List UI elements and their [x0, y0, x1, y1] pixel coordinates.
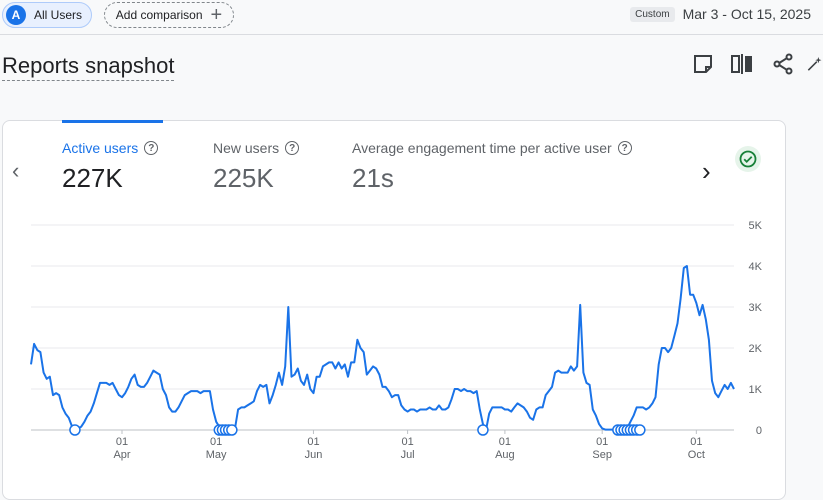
- segment-chip-all-users[interactable]: A All Users: [2, 2, 92, 28]
- y-tick-label: 2K: [749, 343, 763, 355]
- x-tick-day: 01: [401, 436, 413, 448]
- y-tick-label: 3K: [749, 302, 763, 314]
- add-comparison-label: Add comparison: [115, 8, 203, 22]
- data-point-marker: [634, 424, 646, 436]
- metric-label: Active users: [62, 140, 139, 156]
- active-users-line-chart: 5K4K3K2K1K001Apr01May01Jun01Jul01Aug01Se…: [30, 220, 763, 461]
- y-tick-label: 5K: [749, 220, 763, 232]
- data-point-marker: [226, 424, 238, 436]
- help-icon[interactable]: ?: [144, 141, 159, 155]
- x-tick-month: Oct: [688, 449, 705, 461]
- metric-tab-new-users[interactable]: New users? 225K: [213, 140, 300, 194]
- help-icon[interactable]: ?: [617, 141, 632, 155]
- x-tick-day: 01: [210, 436, 222, 448]
- metric-tab-active-users[interactable]: Active users? 227K: [62, 140, 159, 194]
- help-icon[interactable]: ?: [285, 141, 300, 155]
- segment-avatar: A: [6, 5, 26, 25]
- page-title[interactable]: Reports snapshot: [2, 53, 175, 81]
- x-tick-day: 01: [596, 436, 608, 448]
- y-tick-label: 4K: [749, 261, 763, 273]
- x-tick-day: 01: [116, 436, 128, 448]
- x-tick-day: 01: [499, 436, 511, 448]
- x-tick-month: Apr: [113, 449, 130, 461]
- top-bar: A All Users Add comparison + Custom Mar …: [0, 0, 823, 35]
- x-tick-month: Sep: [592, 449, 612, 461]
- y-tick-label: 1K: [749, 384, 763, 396]
- plus-icon: +: [210, 4, 223, 26]
- date-range-text: Mar 3 - Oct 15, 2025: [682, 6, 811, 22]
- x-tick-month: Aug: [495, 449, 515, 461]
- x-tick-day: 01: [690, 436, 702, 448]
- active-tab-indicator: [62, 120, 163, 123]
- metric-label: New users: [213, 140, 280, 156]
- x-tick-month: Jun: [305, 449, 323, 461]
- date-range-picker[interactable]: Custom Mar 3 - Oct 15, 2025: [630, 6, 811, 22]
- insights-icon[interactable]: [806, 52, 823, 76]
- y-tick-label: 0: [756, 425, 762, 437]
- edit-note-icon[interactable]: [691, 52, 715, 76]
- metric-value: 21s: [352, 163, 394, 193]
- share-icon[interactable]: [771, 52, 795, 76]
- data-point-marker: [69, 424, 81, 436]
- metric-value: 225K: [213, 163, 274, 193]
- metric-label: Average engagement time per active user: [352, 140, 612, 156]
- chevron-left-icon[interactable]: ‹: [12, 158, 20, 183]
- data-quality-check-icon[interactable]: [735, 146, 761, 172]
- x-tick-month: Jul: [401, 449, 415, 461]
- compare-icon[interactable]: [730, 52, 754, 76]
- reports-snapshot-card: [2, 120, 786, 500]
- add-comparison-button[interactable]: Add comparison +: [104, 2, 234, 28]
- date-range-badge: Custom: [630, 6, 675, 22]
- x-tick-day: 01: [307, 436, 319, 448]
- metric-tab-avg-engagement[interactable]: Average engagement time per active user?…: [352, 140, 632, 194]
- data-point-marker: [477, 424, 489, 436]
- chevron-right-icon[interactable]: ›: [702, 156, 711, 186]
- x-tick-month: May: [206, 449, 227, 461]
- metric-value: 227K: [62, 163, 123, 193]
- segment-label: All Users: [34, 8, 83, 22]
